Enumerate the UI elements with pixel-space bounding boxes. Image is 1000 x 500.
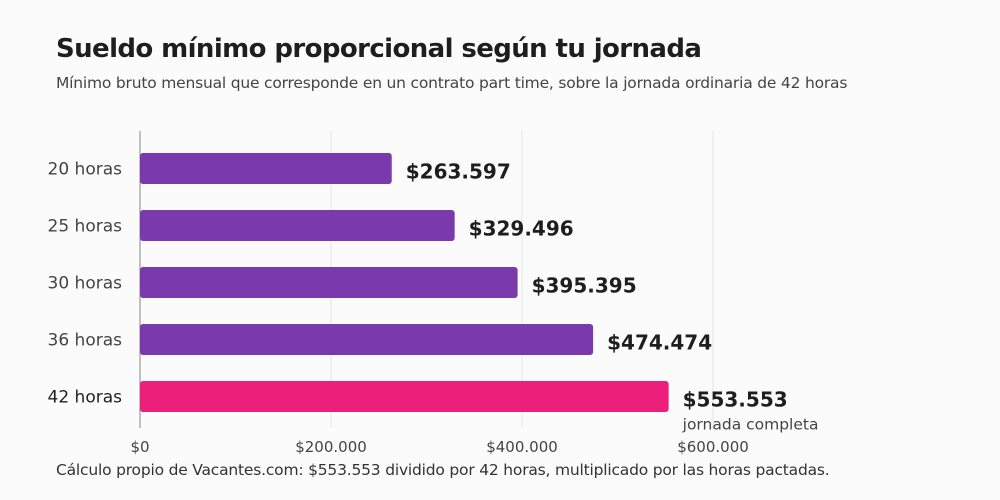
x-tick-label: $200.000 <box>295 438 367 456</box>
category-label: 42 horas <box>48 388 123 408</box>
bar <box>140 153 392 184</box>
x-tick-label: $600.000 <box>677 438 749 456</box>
x-tick-label: $0 <box>130 438 149 456</box>
bar <box>140 267 518 298</box>
value-label: $329.496 <box>469 217 574 241</box>
chart-title: Sueldo mínimo proporcional según tu jorn… <box>56 34 702 64</box>
bar <box>140 324 594 355</box>
category-label: 20 horas <box>48 160 123 180</box>
value-label: $474.474 <box>607 331 712 355</box>
category-label: 30 horas <box>48 274 123 294</box>
category-label: 36 horas <box>48 331 123 351</box>
value-label: $553.553 <box>683 388 788 412</box>
value-label: $263.597 <box>406 160 511 184</box>
chart-footnote: Cálculo propio de Vacantes.com: $553.553… <box>56 461 830 479</box>
category-label: 25 horas <box>48 217 123 237</box>
chart-subtitle: Mínimo bruto mensual que corresponde en … <box>56 74 848 92</box>
bar <box>140 210 455 241</box>
bar <box>140 381 669 412</box>
x-tick-label: $400.000 <box>486 438 558 456</box>
highlight-note: jornada completa <box>682 416 819 434</box>
value-label: $395.395 <box>532 274 637 298</box>
